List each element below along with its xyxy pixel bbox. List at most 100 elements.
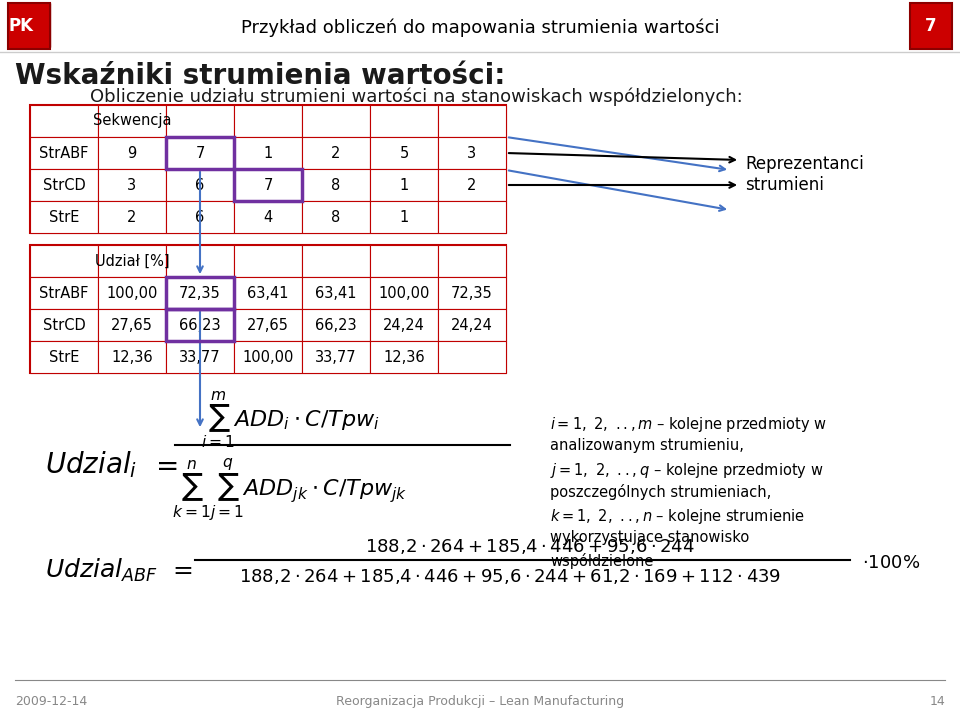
Text: $\sum_{k=1}^{n} \sum_{j=1}^{q} ADD_{jk} \cdot C/Tpw_{jk}$: $\sum_{k=1}^{n} \sum_{j=1}^{q} ADD_{jk} … bbox=[173, 457, 408, 523]
Bar bbox=[166, 137, 234, 169]
Bar bbox=[166, 105, 234, 137]
Bar bbox=[98, 341, 166, 373]
Text: 12,36: 12,36 bbox=[111, 350, 153, 365]
Text: Wskaźniki strumienia wartości:: Wskaźniki strumienia wartości: bbox=[15, 62, 505, 90]
Text: współdzielone: współdzielone bbox=[550, 553, 654, 569]
Bar bbox=[30, 277, 98, 309]
Text: $\cdot 100\%$: $\cdot 100\%$ bbox=[862, 554, 921, 572]
Text: $k = 1,\ 2,\ ..,n$ – kolejne strumienie: $k = 1,\ 2,\ ..,n$ – kolejne strumienie bbox=[550, 507, 804, 526]
Text: StrCD: StrCD bbox=[42, 317, 85, 332]
Bar bbox=[234, 341, 302, 373]
Bar bbox=[370, 341, 438, 373]
Text: 24,24: 24,24 bbox=[383, 317, 425, 332]
Text: 12,36: 12,36 bbox=[383, 350, 425, 365]
Text: 63,41: 63,41 bbox=[315, 286, 357, 301]
Bar bbox=[30, 137, 98, 169]
Text: Udział [%]: Udział [%] bbox=[95, 253, 169, 269]
Text: 1: 1 bbox=[399, 177, 409, 192]
Bar bbox=[234, 169, 302, 201]
Text: wykorzystujące stanowisko: wykorzystujące stanowisko bbox=[550, 530, 749, 545]
Text: StrABF: StrABF bbox=[39, 146, 88, 161]
Bar bbox=[166, 341, 234, 373]
Text: StrABF: StrABF bbox=[39, 286, 88, 301]
Bar bbox=[234, 245, 302, 277]
Text: $\sum_{i=1}^{m} ADD_i \cdot C/Tpw_i$: $\sum_{i=1}^{m} ADD_i \cdot C/Tpw_i$ bbox=[201, 389, 379, 451]
Text: 33,77: 33,77 bbox=[180, 350, 221, 365]
Text: 2009-12-14: 2009-12-14 bbox=[15, 695, 87, 708]
Text: StrE: StrE bbox=[49, 350, 79, 365]
Text: 27,65: 27,65 bbox=[111, 317, 153, 332]
Bar bbox=[438, 341, 506, 373]
Text: 27,65: 27,65 bbox=[247, 317, 289, 332]
Text: poszczególnych strumieniach,: poszczególnych strumieniach, bbox=[550, 484, 771, 500]
Bar bbox=[302, 341, 370, 373]
Text: Sekwencja: Sekwencja bbox=[93, 113, 171, 129]
Bar bbox=[438, 169, 506, 201]
Text: 7: 7 bbox=[925, 17, 937, 35]
Text: PK: PK bbox=[9, 17, 34, 35]
Text: $=$: $=$ bbox=[168, 559, 193, 582]
Text: 2: 2 bbox=[331, 146, 341, 161]
Text: 63,41: 63,41 bbox=[248, 286, 289, 301]
Bar bbox=[302, 137, 370, 169]
Text: 3: 3 bbox=[468, 146, 476, 161]
Bar bbox=[438, 245, 506, 277]
Bar bbox=[166, 245, 234, 277]
Text: 9: 9 bbox=[128, 146, 136, 161]
Text: $i = 1,\ 2,\ ..,m$ – kolejne przedmioty w: $i = 1,\ 2,\ ..,m$ – kolejne przedmioty … bbox=[550, 415, 827, 434]
Bar bbox=[234, 169, 302, 201]
Bar bbox=[302, 309, 370, 341]
Bar bbox=[910, 3, 952, 49]
Text: $188{,}2\cdot264+185{,}4\cdot446+95{,}6\cdot244+61{,}2\cdot169+112\cdot439$: $188{,}2\cdot264+185{,}4\cdot446+95{,}6\… bbox=[239, 567, 781, 587]
Text: 1: 1 bbox=[399, 210, 409, 225]
Bar bbox=[166, 277, 234, 309]
Bar bbox=[98, 201, 166, 233]
Bar bbox=[10, 5, 28, 25]
Bar bbox=[30, 201, 98, 233]
Bar bbox=[302, 245, 370, 277]
Text: $Udzial_i$: $Udzial_i$ bbox=[45, 449, 137, 480]
Text: 7: 7 bbox=[263, 177, 273, 192]
Bar bbox=[98, 245, 166, 277]
Text: 6: 6 bbox=[196, 210, 204, 225]
Bar bbox=[166, 309, 234, 341]
Bar bbox=[30, 169, 98, 201]
Bar bbox=[370, 309, 438, 341]
Text: StrCD: StrCD bbox=[42, 177, 85, 192]
Bar bbox=[302, 201, 370, 233]
Bar bbox=[30, 105, 506, 233]
Bar bbox=[438, 201, 506, 233]
Text: 6: 6 bbox=[196, 177, 204, 192]
Text: 72,35: 72,35 bbox=[180, 286, 221, 301]
Bar bbox=[98, 277, 166, 309]
Bar bbox=[166, 137, 234, 169]
Bar bbox=[370, 137, 438, 169]
Text: Reorganizacja Produkcji – Lean Manufacturing: Reorganizacja Produkcji – Lean Manufactu… bbox=[336, 695, 624, 708]
Text: 2: 2 bbox=[468, 177, 477, 192]
Bar bbox=[438, 137, 506, 169]
Bar bbox=[370, 277, 438, 309]
Text: $=$: $=$ bbox=[150, 452, 178, 478]
Bar bbox=[8, 3, 50, 47]
Text: 8: 8 bbox=[331, 177, 341, 192]
Text: 4: 4 bbox=[263, 210, 273, 225]
Bar bbox=[370, 245, 438, 277]
Text: 8: 8 bbox=[331, 210, 341, 225]
Bar bbox=[234, 309, 302, 341]
Text: analizowanym strumieniu,: analizowanym strumieniu, bbox=[550, 438, 744, 453]
Bar bbox=[8, 3, 50, 49]
Bar bbox=[438, 105, 506, 137]
Bar bbox=[234, 105, 302, 137]
Text: StrE: StrE bbox=[49, 210, 79, 225]
Text: $j = 1,\ 2,\ ..,q$ – kolejne przedmioty w: $j = 1,\ 2,\ ..,q$ – kolejne przedmioty … bbox=[550, 461, 824, 480]
Bar bbox=[370, 201, 438, 233]
Text: 1: 1 bbox=[263, 146, 273, 161]
Bar bbox=[30, 245, 506, 373]
Bar bbox=[98, 309, 166, 341]
Bar bbox=[302, 105, 370, 137]
Bar bbox=[98, 105, 166, 137]
Bar bbox=[234, 201, 302, 233]
Bar bbox=[370, 169, 438, 201]
Text: Przykład obliczeń do mapowania strumienia wartości: Przykład obliczeń do mapowania strumieni… bbox=[241, 19, 719, 37]
Bar bbox=[234, 137, 302, 169]
